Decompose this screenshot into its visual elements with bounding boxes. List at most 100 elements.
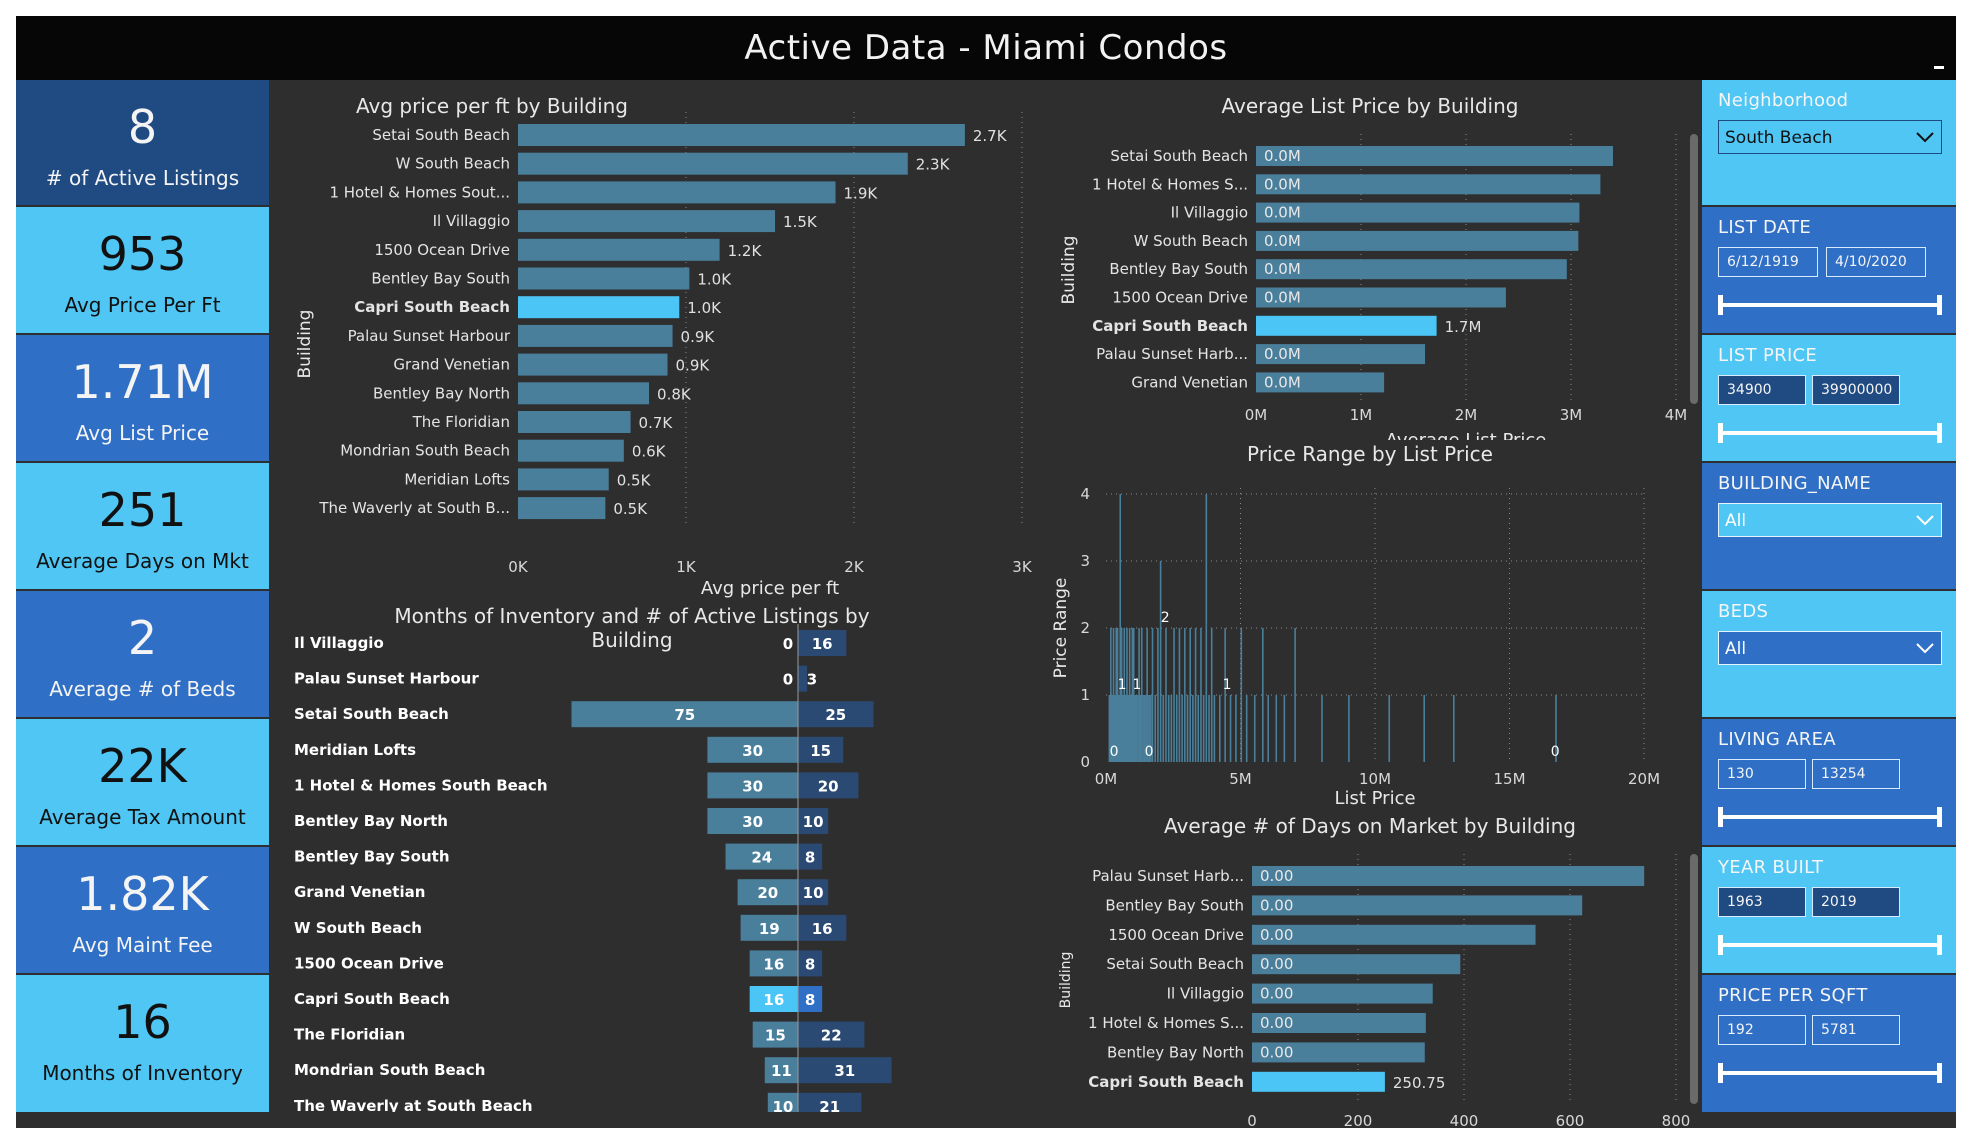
bar <box>518 353 668 376</box>
kpi-value: 1.71M <box>71 355 214 409</box>
bar <box>1256 372 1385 393</box>
chart-inventory[interactable]: Months of Inventory and # of Active List… <box>272 600 1032 1112</box>
bar <box>798 772 859 799</box>
living-area-max-input[interactable]: 13254 <box>1812 759 1900 789</box>
chart-title: Months of Inventory and # of Active List… <box>394 604 870 652</box>
list-price-max-input[interactable]: 39900000 <box>1812 375 1900 405</box>
bar <box>1165 628 1167 762</box>
category-label: Meridian Lofts <box>404 470 510 488</box>
category-label: Setai South Beach <box>1110 147 1248 165</box>
slicer-price-per-sqft: PRICE PER SQFT 192 5781 <box>1702 975 1956 1112</box>
price-per-sqft-max-handle[interactable] <box>1937 1063 1942 1083</box>
list-price-max-handle[interactable] <box>1937 423 1942 443</box>
chart-price-range[interactable]: Price Range by List Price 0 1 2 3 4 0M 5M 10M 15… <box>1040 440 1700 810</box>
bar <box>518 468 609 491</box>
price-per-sqft-max-input[interactable]: 5781 <box>1812 1015 1900 1045</box>
bar <box>707 772 798 799</box>
kpi-label: Avg Maint Fee <box>72 933 213 957</box>
data-label: 15 <box>765 1027 786 1045</box>
data-label: 11 <box>771 1062 792 1080</box>
list-price-range-track[interactable] <box>1718 431 1942 435</box>
kpi-card-months-inventory: 16 Months of Inventory <box>16 975 269 1112</box>
kpi-label: Average Days on Mkt <box>36 549 249 573</box>
chart-avg-list-price[interactable]: Average List Price by Building 0M 1M 2M 3M 4… <box>1040 80 1700 440</box>
y-tick-label: 3 <box>1080 552 1090 570</box>
year-built-max-input[interactable]: 2019 <box>1812 887 1900 917</box>
chart-avg-price-per-ft[interactable]: Avg price per ft by Building 0K 1K 2K 3K Set… <box>272 80 1032 600</box>
bar <box>798 665 808 692</box>
slicer-neighborhood: Neighborhood South Beach <box>1702 80 1956 205</box>
list-date-min-handle[interactable] <box>1718 295 1723 315</box>
category-label: 1500 Ocean Drive <box>374 241 510 259</box>
living-area-min-handle[interactable] <box>1718 807 1723 827</box>
bar <box>1205 494 1208 762</box>
price-per-sqft-min-handle[interactable] <box>1718 1063 1723 1083</box>
kpi-card-avg-maint-fee: 1.82K Avg Maint Fee <box>16 847 269 973</box>
list-price-min-handle[interactable] <box>1718 423 1723 443</box>
bar <box>518 296 680 319</box>
list-date-max-handle[interactable] <box>1937 295 1942 315</box>
kpi-card-active-listings: 8 # of Active Listings <box>16 80 269 205</box>
living-area-max-handle[interactable] <box>1937 807 1942 827</box>
data-label: 16 <box>763 991 784 1009</box>
year-built-min-handle[interactable] <box>1718 935 1723 955</box>
neighborhood-dropdown[interactable]: South Beach <box>1718 120 1942 154</box>
category-label: Grand Venetian <box>1131 373 1248 391</box>
bar <box>752 1021 798 1048</box>
bar <box>1170 695 1173 762</box>
data-label: 25 <box>825 706 846 724</box>
x-tick-label: 3M <box>1560 406 1583 424</box>
data-label: 0 <box>783 635 793 653</box>
data-label: 31 <box>834 1062 855 1080</box>
year-built-min-input[interactable]: 1963 <box>1718 887 1806 917</box>
y-axis-title: Price Range <box>1051 578 1071 679</box>
data-label: 1 <box>1118 677 1127 693</box>
x-tick-label: 800 <box>1662 1112 1691 1128</box>
list-date-range-track[interactable] <box>1718 303 1942 307</box>
slicer-title: PRICE PER SQFT <box>1718 985 1868 1006</box>
kpi-value: 2 <box>127 611 158 665</box>
building-name-dropdown[interactable]: All <box>1718 503 1942 537</box>
scrollbar <box>1690 854 1698 1104</box>
x-tick-label: 600 <box>1556 1112 1585 1128</box>
bar <box>1157 628 1159 762</box>
bar <box>1162 695 1165 762</box>
beds-dropdown[interactable]: All <box>1718 631 1942 665</box>
bar <box>1252 954 1461 975</box>
chevron-down-icon <box>1916 132 1934 143</box>
list-price-min-input[interactable]: 34900 <box>1718 375 1806 405</box>
data-label: 0.9K <box>681 328 716 346</box>
dashboard-title: Active Data - Miami Condos <box>744 28 1228 68</box>
bar <box>1240 628 1243 762</box>
bar <box>1154 695 1157 762</box>
data-label: 8 <box>805 849 815 867</box>
living-area-range-track[interactable] <box>1718 815 1942 819</box>
chart-days-on-market[interactable]: Average # of Days on Market by Building … <box>1040 800 1700 1128</box>
bar <box>1210 628 1213 762</box>
data-label: 0.0M <box>1264 204 1301 222</box>
year-built-range-track[interactable] <box>1718 943 1942 947</box>
price-per-sqft-range-track[interactable] <box>1718 1071 1942 1075</box>
data-label: 0.0M <box>1264 232 1301 250</box>
data-label: 0.6K <box>632 443 667 461</box>
year-built-max-handle[interactable] <box>1937 935 1942 955</box>
kpi-card-avg-beds: 2 Average # of Beds <box>16 591 269 717</box>
bar <box>1192 695 1194 762</box>
bar <box>518 267 690 290</box>
minimize-icon[interactable] <box>1934 66 1944 69</box>
category-label: 1500 Ocean Drive <box>294 954 444 972</box>
bar <box>1213 695 1216 762</box>
bar <box>798 879 829 906</box>
data-label: 0 <box>1551 744 1560 760</box>
data-label: 1.5K <box>783 213 818 231</box>
bar <box>1197 695 1200 762</box>
living-area-min-input[interactable]: 130 <box>1718 759 1806 789</box>
price-per-sqft-min-input[interactable]: 192 <box>1718 1015 1806 1045</box>
data-label: 1 <box>1223 677 1232 693</box>
list-date-min-input[interactable]: 6/12/1919 <box>1718 247 1818 277</box>
bar <box>749 986 798 1012</box>
x-tick-label: 2K <box>844 558 865 576</box>
bar <box>1218 695 1221 762</box>
list-date-max-input[interactable]: 4/10/2020 <box>1826 247 1926 277</box>
slicer-title: LIST PRICE <box>1718 345 1818 366</box>
